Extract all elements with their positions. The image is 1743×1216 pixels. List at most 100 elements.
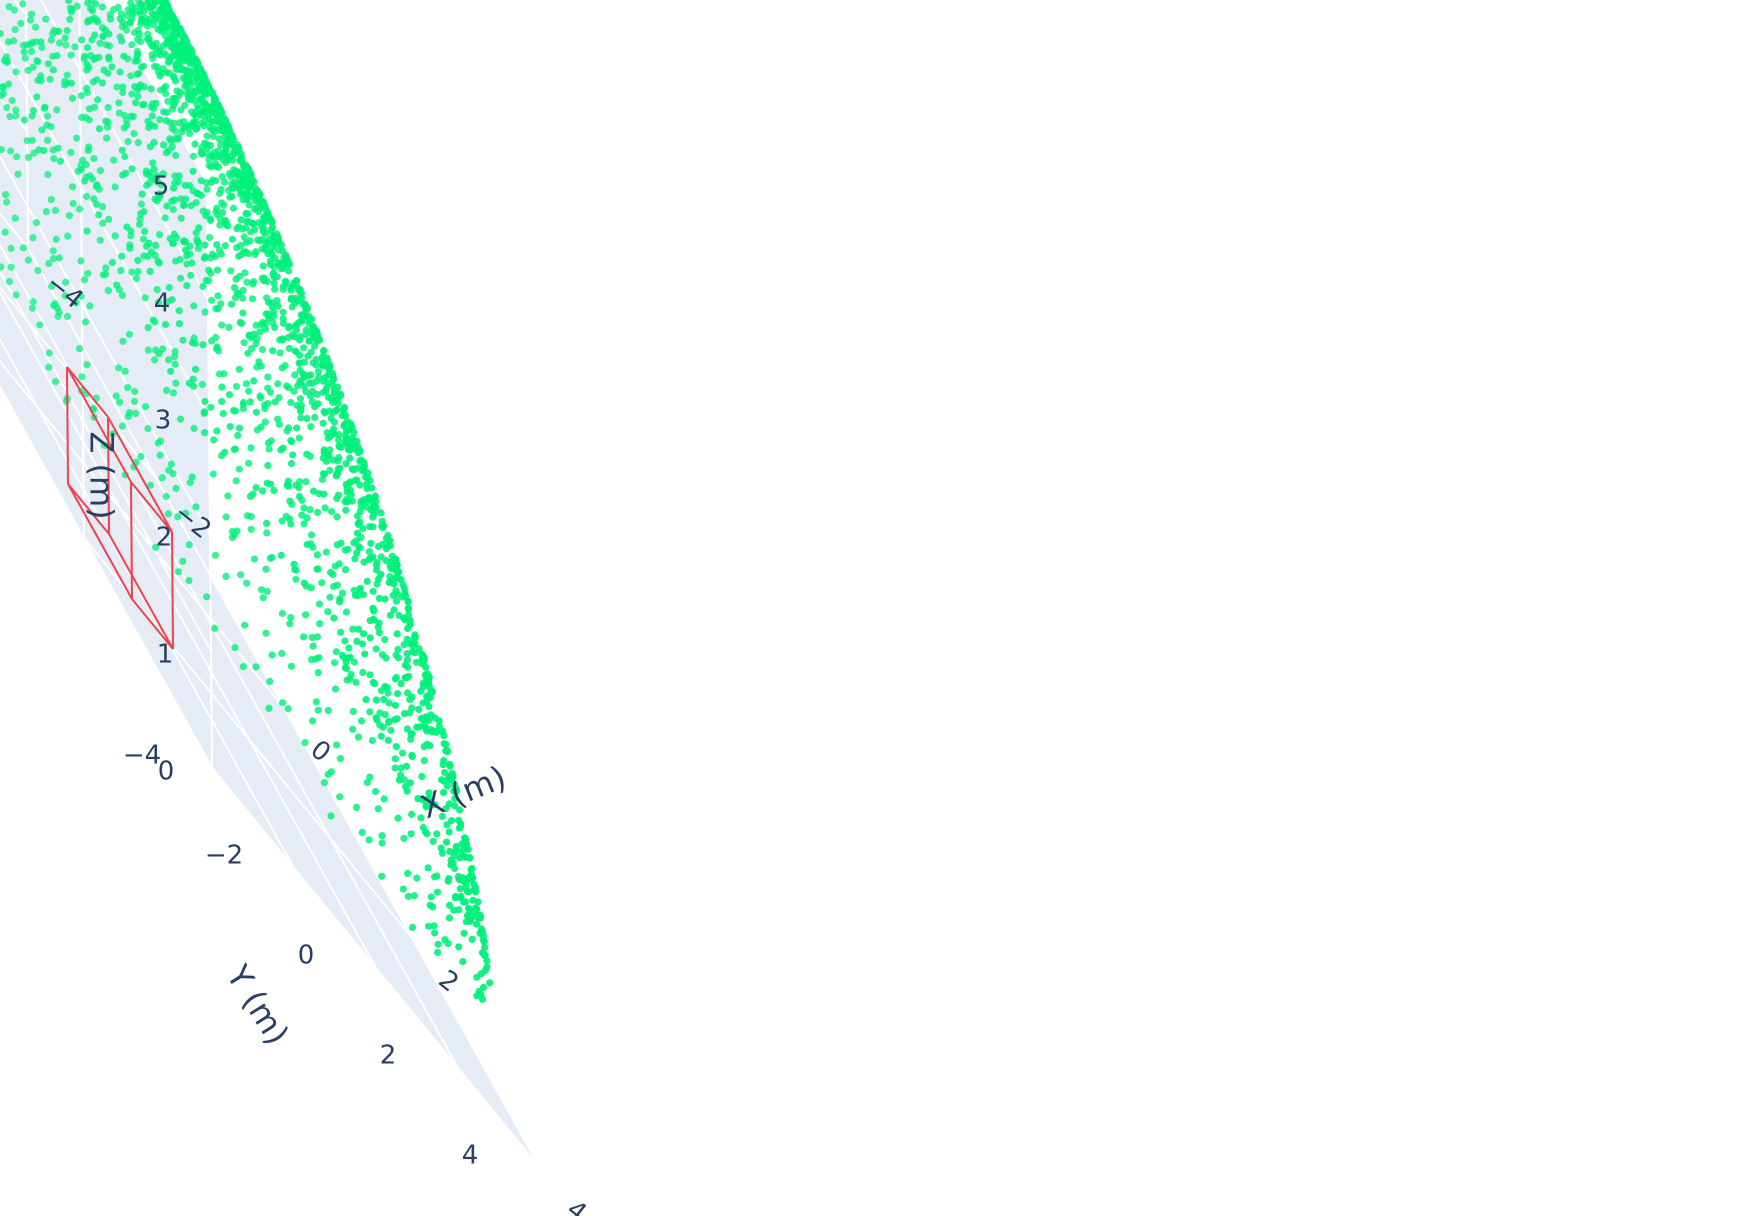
scatter-point bbox=[353, 637, 361, 646]
scatter-point bbox=[340, 405, 348, 413]
scatter-point bbox=[312, 361, 320, 369]
scatter-point bbox=[269, 347, 277, 355]
scatter-point bbox=[425, 703, 433, 711]
scatter-point bbox=[160, 141, 168, 149]
scatter-point bbox=[217, 250, 225, 258]
scatter-point bbox=[165, 356, 173, 364]
scatter-point bbox=[171, 196, 179, 204]
scatter-point bbox=[391, 755, 399, 763]
scatter-point bbox=[4, 38, 13, 46]
scatter-point bbox=[110, 156, 118, 164]
scatter-point bbox=[366, 671, 374, 679]
scatter-point bbox=[322, 548, 330, 556]
scatter-point bbox=[72, 299, 80, 307]
scatter-point bbox=[331, 396, 339, 404]
scatter-point bbox=[179, 336, 187, 344]
scatter-point bbox=[271, 323, 279, 331]
scatter-point bbox=[331, 685, 340, 693]
scatter-point bbox=[346, 454, 354, 462]
scatter-point bbox=[350, 466, 358, 474]
scatter-point bbox=[111, 183, 119, 191]
scatter-point bbox=[425, 922, 433, 930]
scatter-point bbox=[327, 812, 335, 820]
scatter-point bbox=[175, 320, 183, 328]
scatter-point bbox=[155, 47, 163, 56]
scatter-point bbox=[28, 136, 36, 145]
grid-line-side-z bbox=[0, 269, 212, 652]
scatter-point bbox=[149, 159, 157, 167]
scatter-point bbox=[421, 828, 429, 836]
scatter-point bbox=[139, 235, 148, 243]
scatter-point bbox=[102, 117, 110, 125]
scatter-point bbox=[179, 557, 187, 565]
scatter-point bbox=[176, 256, 184, 264]
scatter-point bbox=[247, 444, 255, 452]
scatter-point bbox=[440, 732, 448, 740]
wireframe-cube bbox=[66, 366, 174, 650]
scatter-point bbox=[285, 344, 293, 353]
scatter-point bbox=[247, 525, 255, 533]
scatter-point bbox=[84, 269, 92, 278]
scatter-point bbox=[342, 658, 350, 666]
scatter-point bbox=[285, 384, 293, 392]
scatter-point bbox=[225, 391, 234, 399]
scatter-point bbox=[186, 182, 194, 190]
scatter-point bbox=[266, 260, 274, 268]
scatter-point bbox=[113, 83, 121, 91]
scatter-point bbox=[417, 814, 425, 822]
scatter-point bbox=[189, 382, 198, 390]
scatter-point bbox=[99, 32, 107, 40]
scatter-point bbox=[45, 363, 53, 371]
scatter-point bbox=[85, 116, 93, 124]
scatter-point bbox=[194, 244, 203, 252]
scatter-point bbox=[229, 156, 237, 164]
scatter-point bbox=[303, 305, 311, 313]
scatter-point bbox=[481, 943, 489, 952]
scatter-point bbox=[440, 777, 448, 785]
scatter-point bbox=[462, 878, 470, 887]
scatter-point bbox=[192, 199, 200, 207]
scatter-point bbox=[236, 174, 244, 182]
scatter-point bbox=[148, 112, 156, 120]
scatter-point bbox=[289, 451, 297, 459]
scatter-point bbox=[382, 545, 390, 553]
x-tick-label: 4 bbox=[561, 1195, 593, 1216]
scatter-point bbox=[422, 724, 430, 732]
scatter-point bbox=[249, 490, 257, 498]
scatter-point bbox=[395, 776, 403, 784]
scatter-point bbox=[483, 963, 491, 971]
scatter-point bbox=[468, 864, 476, 873]
scatter-point bbox=[156, 190, 164, 198]
scatter-point bbox=[47, 196, 55, 204]
scatter-point bbox=[255, 358, 263, 366]
scatter-point bbox=[157, 27, 165, 35]
scatter-point bbox=[264, 399, 272, 408]
scatter-point bbox=[394, 814, 402, 822]
scatter-point bbox=[118, 146, 126, 154]
scatter-point bbox=[3, 198, 11, 206]
scatter-point bbox=[183, 89, 191, 97]
scatter-point bbox=[292, 566, 300, 574]
scatter-point bbox=[157, 13, 165, 21]
scatter-point bbox=[320, 490, 328, 498]
scatter-point bbox=[211, 252, 219, 260]
scatter-point bbox=[434, 948, 442, 957]
scatter-point bbox=[138, 15, 146, 23]
scatter-point bbox=[155, 350, 163, 358]
scatter-point bbox=[145, 35, 153, 43]
scatter-point bbox=[404, 892, 412, 901]
scatter-point bbox=[369, 587, 377, 595]
scatter-point bbox=[385, 699, 393, 707]
scatter-point bbox=[359, 524, 367, 533]
scatter-point bbox=[402, 592, 410, 600]
scatter-point bbox=[256, 328, 264, 336]
scatter-point bbox=[138, 190, 146, 198]
scatter-point bbox=[246, 398, 254, 406]
scatter-point bbox=[447, 861, 455, 869]
scatter-point bbox=[276, 349, 284, 357]
scatter-point bbox=[1, 228, 9, 236]
scatter-point bbox=[302, 330, 310, 339]
scatter-point bbox=[296, 351, 304, 359]
